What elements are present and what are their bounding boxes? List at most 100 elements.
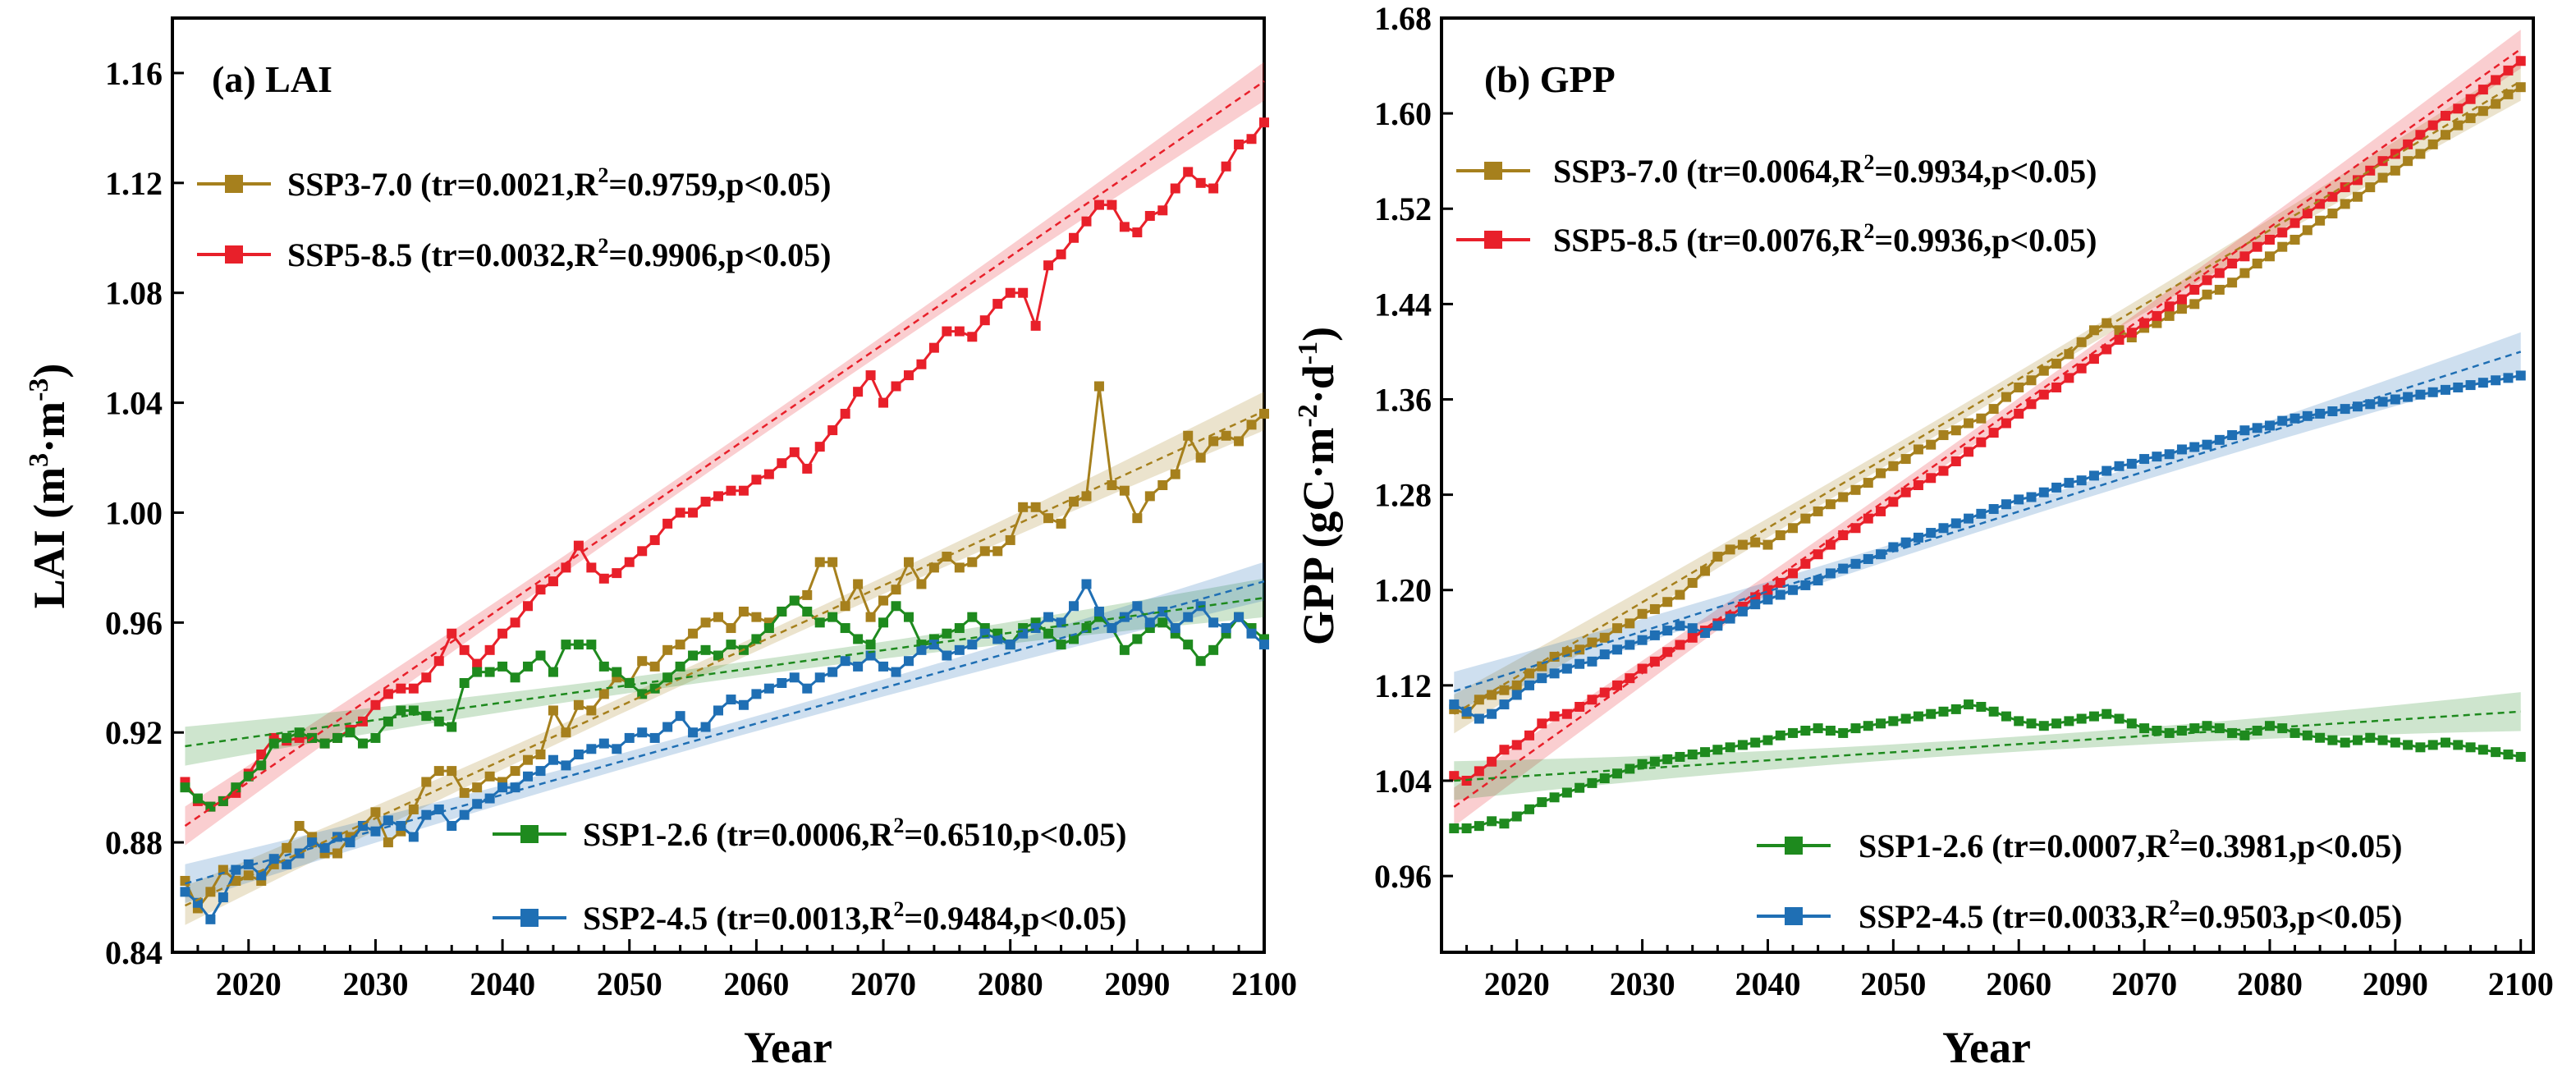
data-point-SSP2-4.5: [1144, 617, 1155, 628]
data-point-SSP3-7.0: [751, 612, 762, 622]
data-point-SSP5-8.5: [1093, 199, 1104, 210]
data-point-SSP1-2.6: [332, 732, 343, 743]
confidence-band-SSP5-8.5: [1454, 30, 2521, 827]
data-point-SSP3-7.0: [1259, 408, 1269, 419]
data-point-SSP5-8.5: [979, 315, 990, 326]
data-point-SSP3-7.0: [535, 750, 546, 760]
data-point-SSP5-8.5: [853, 387, 864, 397]
y-tick-label: 0.96: [1374, 858, 1432, 895]
data-point-SSP2-4.5: [2102, 465, 2112, 476]
data-point-SSP1-2.6: [1599, 773, 1610, 784]
data-point-SSP3-7.0: [2164, 310, 2175, 321]
data-point-SSP3-7.0: [916, 579, 927, 589]
data-point-SSP5-8.5: [2327, 191, 2338, 202]
data-point-SSP5-8.5: [2139, 318, 2150, 328]
legend-text: SSP1-2.6 (tr=0.0007,R2=0.3981,p<0.05): [1859, 825, 2402, 864]
data-point-SSP3-7.0: [1234, 436, 1244, 447]
data-point-SSP1-2.6: [2239, 730, 2250, 740]
data-point-SSP3-7.0: [586, 705, 597, 716]
data-point-SSP3-7.0: [472, 782, 483, 793]
data-point-SSP2-4.5: [1788, 585, 1799, 595]
data-point-SSP1-2.6: [1487, 816, 1497, 827]
data-point-SSP2-4.5: [1259, 640, 1269, 650]
data-point-SSP3-7.0: [548, 705, 558, 716]
data-point-SSP3-7.0: [1687, 578, 1698, 589]
data-point-SSP2-4.5: [1561, 663, 1572, 674]
data-point-SSP5-8.5: [2001, 418, 2011, 429]
data-point-SSP1-2.6: [383, 716, 393, 727]
data-point-SSP5-8.5: [1018, 287, 1029, 298]
data-point-SSP5-8.5: [2114, 334, 2125, 345]
data-point-SSP3-7.0: [2088, 325, 2099, 336]
data-point-SSP3-7.0: [1625, 618, 1635, 629]
data-point-SSP1-2.6: [2126, 718, 2137, 729]
data-point-SSP2-4.5: [2214, 434, 2225, 445]
data-point-SSP2-4.5: [2415, 389, 2426, 400]
data-point-SSP5-8.5: [2038, 389, 2049, 400]
data-point-SSP3-7.0: [637, 656, 648, 667]
data-point-SSP1-2.6: [2477, 745, 2488, 755]
data-point-SSP1-2.6: [2088, 711, 2099, 722]
data-point-SSP5-8.5: [2491, 75, 2501, 85]
data-point-SSP3-7.0: [1913, 444, 1923, 455]
data-point-SSP1-2.6: [1157, 617, 1168, 628]
data-point-SSP2-4.5: [345, 837, 355, 848]
data-point-SSP5-8.5: [1913, 480, 1923, 490]
data-point-SSP3-7.0: [827, 557, 838, 567]
data-point-SSP5-8.5: [2239, 251, 2250, 262]
data-point-SSP2-4.5: [586, 744, 597, 754]
data-point-SSP1-2.6: [2290, 727, 2300, 738]
data-point-SSP1-2.6: [2038, 721, 2049, 731]
data-point-SSP5-8.5: [2365, 165, 2376, 176]
data-point-SSP5-8.5: [2264, 234, 2275, 245]
panel-a-legend-ssp245: SSP2-4.5 (tr=0.0013,R2=0.9484,p<0.05): [493, 897, 1126, 937]
data-point-SSP1-2.6: [1449, 823, 1460, 834]
data-point-SSP3-7.0: [2415, 149, 2426, 159]
data-point-SSP5-8.5: [1988, 428, 1999, 438]
data-point-SSP5-8.5: [967, 332, 978, 342]
data-point-SSP3-7.0: [1762, 539, 1773, 550]
data-point-SSP5-8.5: [1964, 447, 1974, 457]
data-point-SSP3-7.0: [243, 870, 254, 881]
data-point-SSP5-8.5: [1625, 673, 1635, 684]
data-point-SSP3-7.0: [2014, 382, 2024, 392]
data-point-SSP2-4.5: [1988, 504, 1999, 515]
data-point-SSP1-2.6: [2440, 737, 2450, 748]
y-tick-label: 0.84: [105, 934, 163, 971]
data-point-SSP5-8.5: [484, 644, 495, 655]
data-point-SSP1-2.6: [865, 640, 876, 650]
data-point-SSP3-7.0: [1208, 436, 1219, 447]
data-point-SSP5-8.5: [878, 397, 889, 408]
data-point-SSP5-8.5: [396, 683, 406, 694]
trend-line-SSP3-7.0: [184, 410, 1265, 907]
x-tick-label: 2100: [2488, 965, 2554, 1002]
data-point-SSP1-2.6: [2076, 713, 2087, 724]
data-point-SSP5-8.5: [2465, 94, 2476, 104]
data-point-SSP2-4.5: [1863, 553, 1873, 564]
data-point-SSP2-4.5: [637, 727, 648, 738]
data-point-SSP2-4.5: [1850, 558, 1861, 569]
data-point-SSP5-8.5: [1259, 117, 1269, 128]
data-point-SSP5-8.5: [738, 485, 749, 496]
data-point-SSP2-4.5: [1938, 523, 1949, 534]
data-point-SSP3-7.0: [332, 848, 343, 859]
legend-text: SSP2-4.5 (tr=0.0033,R2=0.9503,p<0.05): [1859, 896, 2402, 935]
data-point-SSP5-8.5: [2014, 408, 2024, 419]
data-point-SSP5-8.5: [1599, 687, 1610, 698]
data-point-SSP1-2.6: [2315, 732, 2326, 743]
data-point-SSP3-7.0: [1246, 420, 1257, 430]
data-point-SSP2-4.5: [1637, 635, 1648, 645]
data-point-SSP2-4.5: [1549, 668, 1560, 679]
data-point-SSP2-4.5: [1499, 699, 1510, 710]
data-point-SSP3-7.0: [2365, 182, 2376, 193]
data-point-SSP5-8.5: [1800, 558, 1811, 569]
data-point-SSP2-4.5: [1800, 580, 1811, 590]
panel-b-x-axis: 2020 2030 2040 2050 2060 2070 2080 2090 2100: [1440, 939, 2554, 1002]
data-point-SSP2-4.5: [1018, 628, 1029, 639]
data-point-SSP2-4.5: [1725, 613, 1735, 624]
data-point-SSP2-4.5: [1170, 623, 1180, 634]
data-point-SSP3-7.0: [903, 557, 914, 567]
y-tick-label: 0.96: [105, 604, 163, 641]
data-point-SSP1-2.6: [763, 623, 774, 634]
